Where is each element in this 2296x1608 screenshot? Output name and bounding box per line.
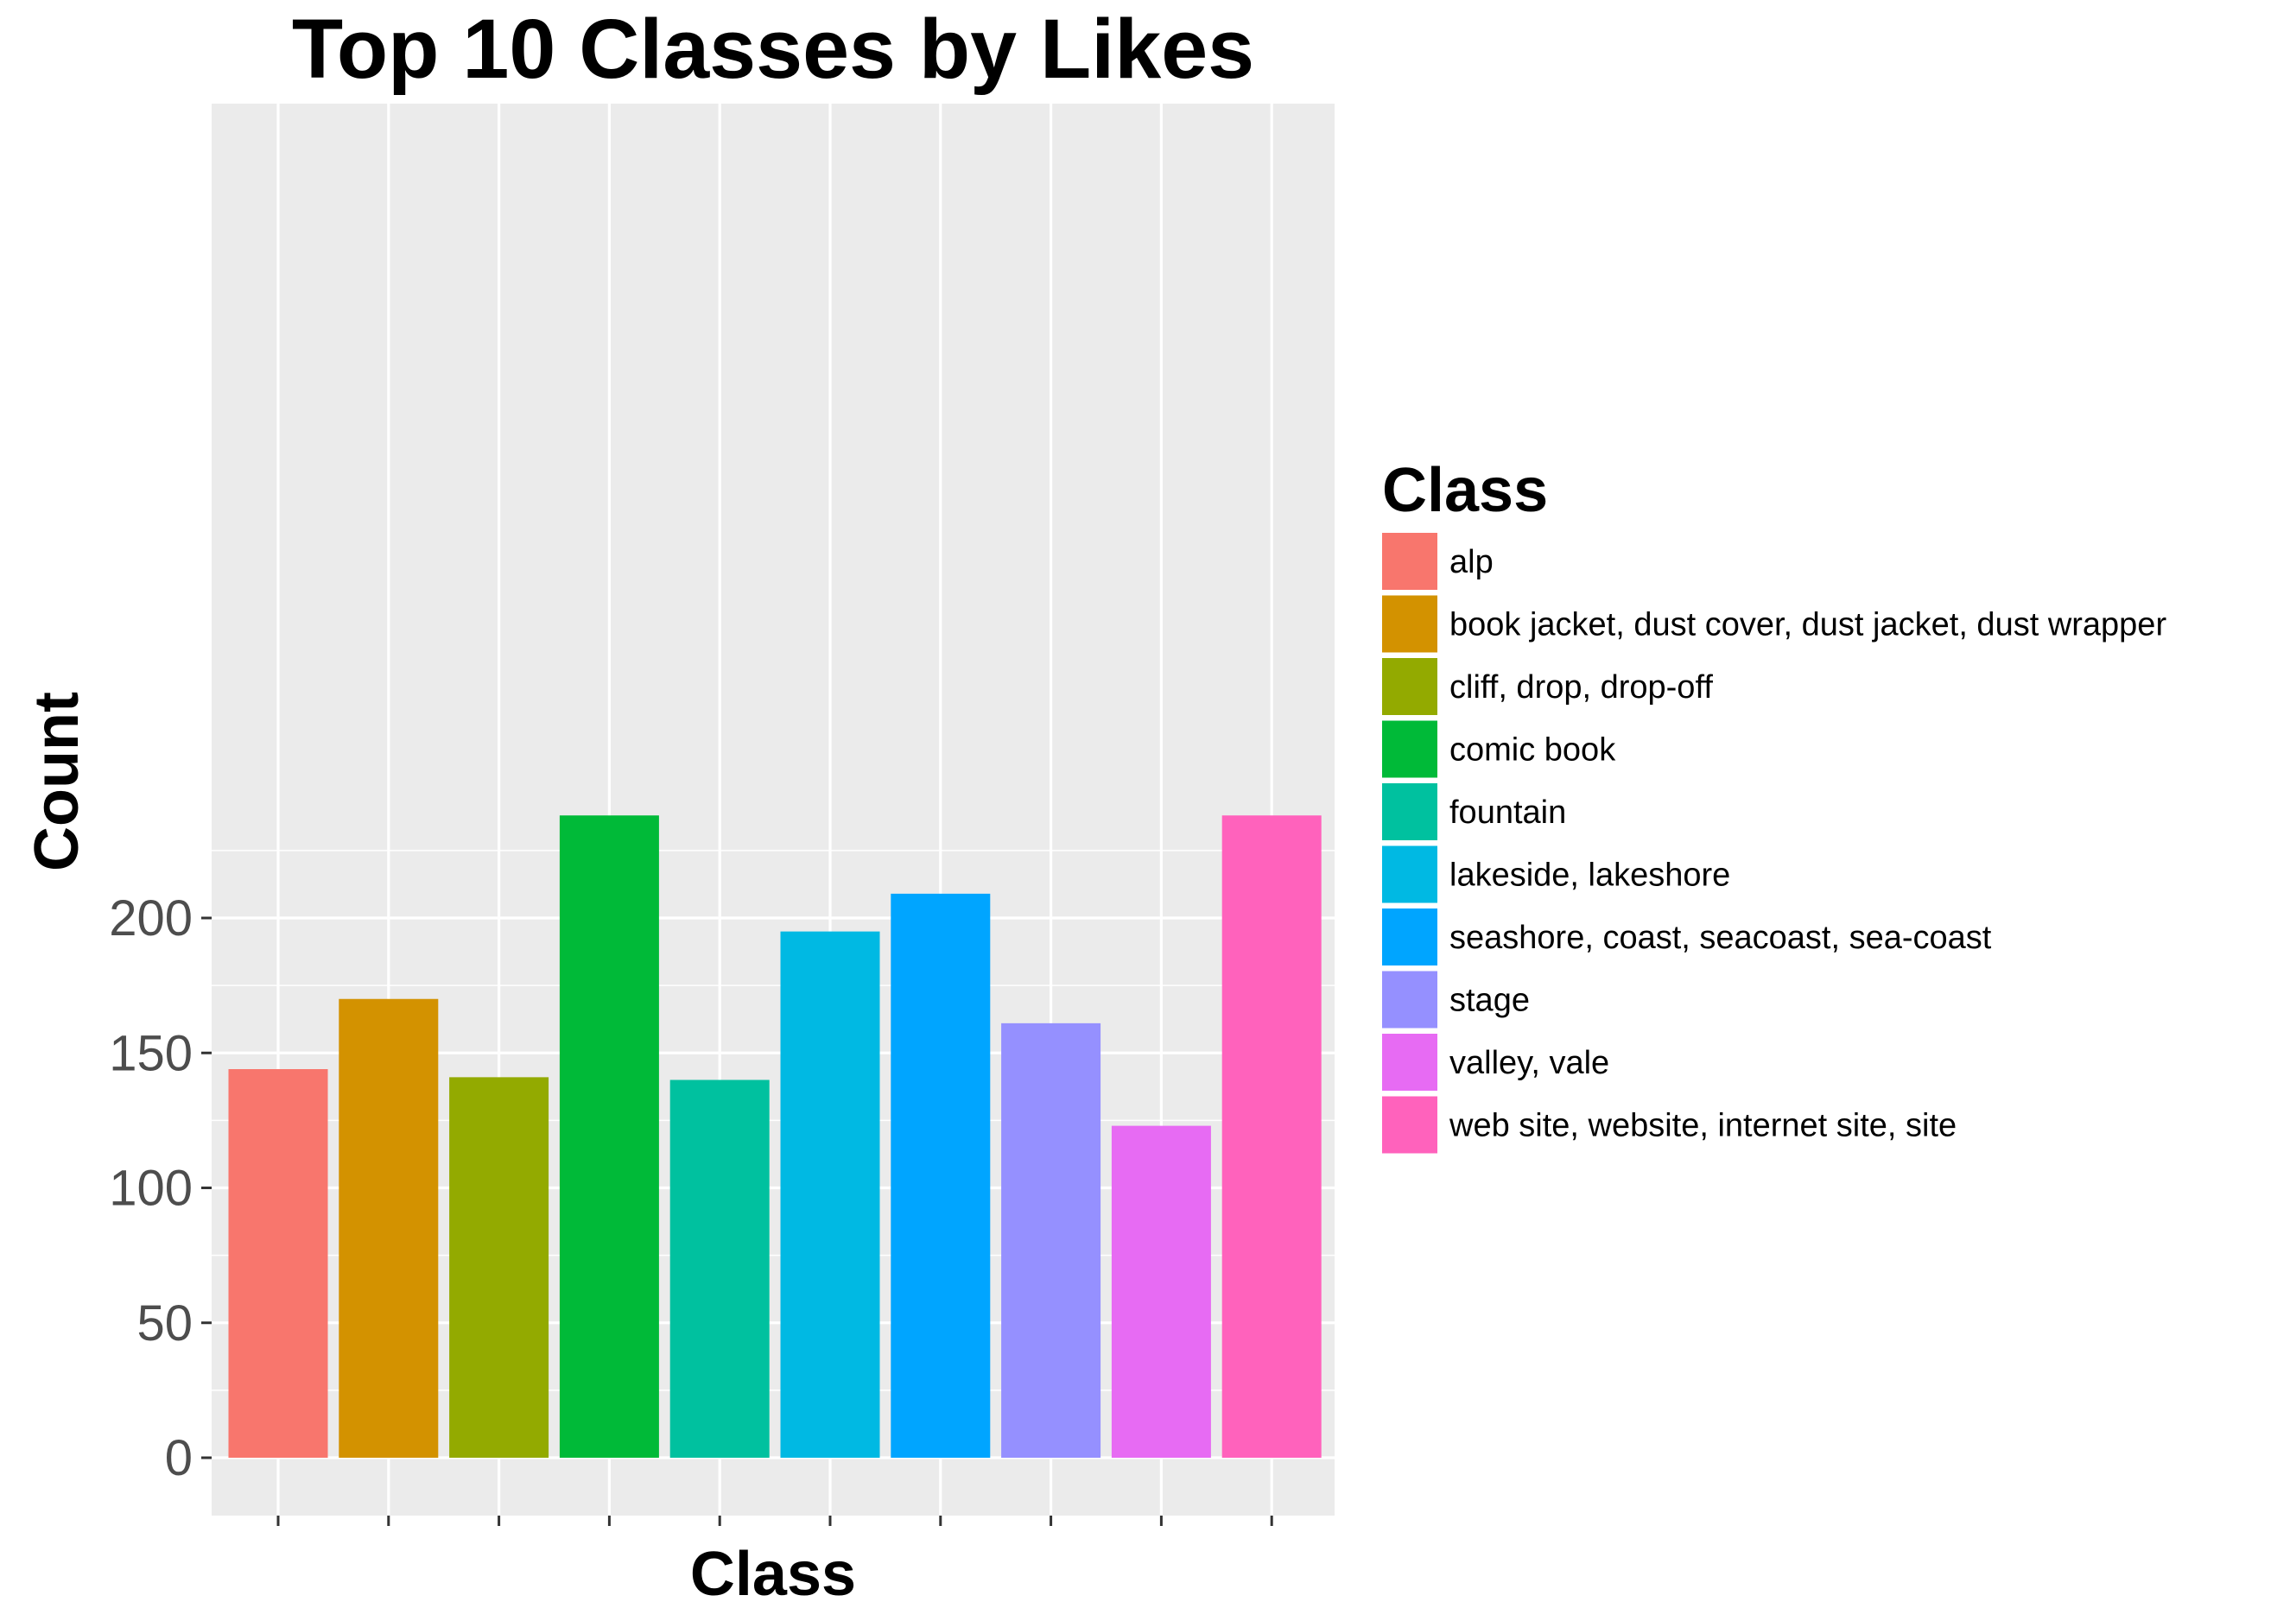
bar-9 — [1111, 1125, 1211, 1458]
y-tick-label: 0 — [165, 1430, 193, 1486]
x-axis-title: Class — [690, 1540, 856, 1608]
legend-label-7: seashore, coast, seacoast, sea-coast — [1449, 920, 1992, 956]
legend-label-10: web site, website, internet site, site — [1449, 1108, 1957, 1144]
legend-key-7 — [1382, 908, 1437, 965]
bars — [228, 815, 1322, 1458]
legend-key-6 — [1382, 845, 1437, 903]
bar-3 — [449, 1077, 549, 1458]
y-tick-label: 50 — [136, 1295, 193, 1352]
legend-label-8: stage — [1449, 983, 1530, 1019]
legend-key-2 — [1382, 595, 1437, 653]
y-tick-label: 150 — [109, 1025, 193, 1081]
legend-label-4: comic book — [1449, 732, 1616, 769]
legend-label-2: book jacket, dust cover, dust jacket, du… — [1449, 607, 2166, 643]
legend-title: Class — [1382, 456, 1548, 525]
y-tick-label: 200 — [109, 890, 193, 946]
legend-label-3: cliff, drop, drop-off — [1449, 669, 1713, 706]
bar-6 — [780, 931, 880, 1458]
y-axis-title: Count — [22, 692, 92, 871]
legend-label-1: alp — [1449, 544, 1494, 580]
legend-key-9 — [1382, 1034, 1437, 1091]
bar-10 — [1221, 815, 1322, 1458]
legend-label-9: valley, vale — [1449, 1045, 1609, 1081]
bar-1 — [228, 1069, 328, 1458]
bar-8 — [1001, 1022, 1101, 1458]
legend: Class alp book jacket, dust cover, dust j… — [1382, 456, 2166, 1154]
y-axis: 0 50 100 150 200 — [109, 890, 212, 1486]
bar-2 — [339, 998, 439, 1458]
bar-5 — [669, 1079, 770, 1458]
legend-key-10 — [1382, 1096, 1437, 1154]
bar-4 — [559, 815, 659, 1458]
legend-items: alp book jacket, dust cover, dust jacket,… — [1382, 533, 2166, 1154]
legend-key-4 — [1382, 720, 1437, 778]
legend-key-5 — [1382, 783, 1437, 840]
legend-key-8 — [1382, 971, 1437, 1029]
legend-label-5: fountain — [1449, 795, 1566, 831]
bar-7 — [891, 893, 991, 1458]
legend-label-6: lakeside, lakeshore — [1449, 858, 1730, 894]
y-tick-label: 100 — [109, 1161, 193, 1217]
chart-title: Top 10 Classes by Likes — [292, 2, 1254, 96]
legend-key-3 — [1382, 658, 1437, 715]
legend-key-1 — [1382, 533, 1437, 590]
x-axis — [276, 1516, 1273, 1526]
